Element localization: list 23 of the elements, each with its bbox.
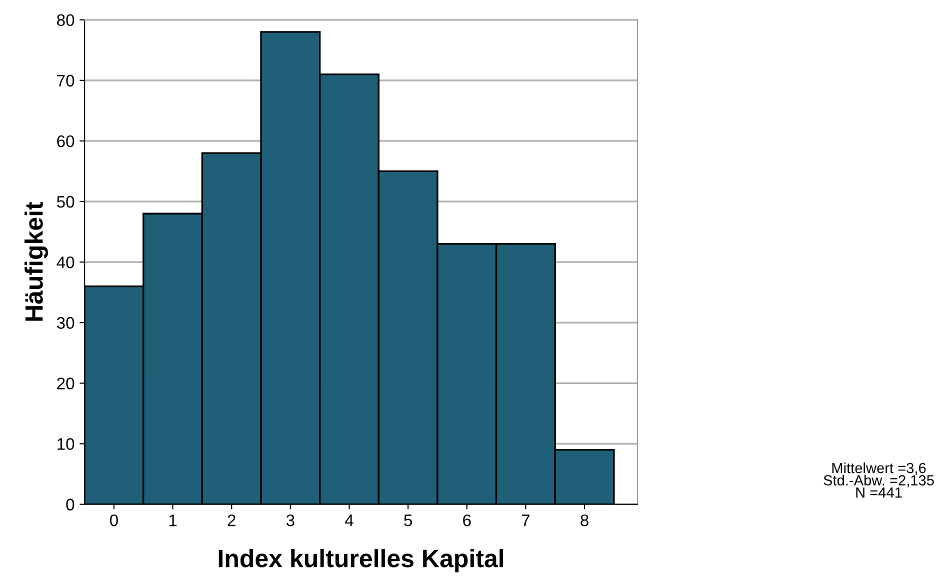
x-tick-label: 4	[344, 514, 354, 526]
text: Std.-Abw. =2,135	[824, 474, 934, 488]
text: Mittelwert =3,6	[832, 462, 926, 475]
x-tick-label: 7	[522, 514, 530, 526]
x-tick-label: 5	[404, 514, 412, 526]
y-tick-label: 80	[57, 14, 74, 26]
x-tick-label: 0	[110, 514, 118, 526]
y-tick-label: 0	[66, 498, 74, 510]
x-axis-title: Index kulturelles Kapital	[218, 549, 504, 572]
y-tick-label: 20	[57, 378, 74, 390]
y-tick-label: 10	[58, 438, 74, 450]
x-tick-label: 1	[169, 514, 177, 526]
text: N =441	[856, 488, 902, 498]
y-tick-label: 40	[56, 256, 74, 268]
y-tick-label: 50	[56, 196, 74, 208]
x-tick-label: 3	[286, 514, 294, 526]
y-tick-label: 30	[56, 317, 74, 329]
x-tick-label: 2	[228, 514, 236, 526]
y-tick-label: 60	[57, 135, 74, 148]
x-tick-label: 6	[463, 514, 471, 526]
x-tick-label: 8	[580, 514, 588, 526]
y-tick-label: 70	[57, 74, 74, 87]
y-axis-title: Häufigkeit	[24, 202, 48, 321]
